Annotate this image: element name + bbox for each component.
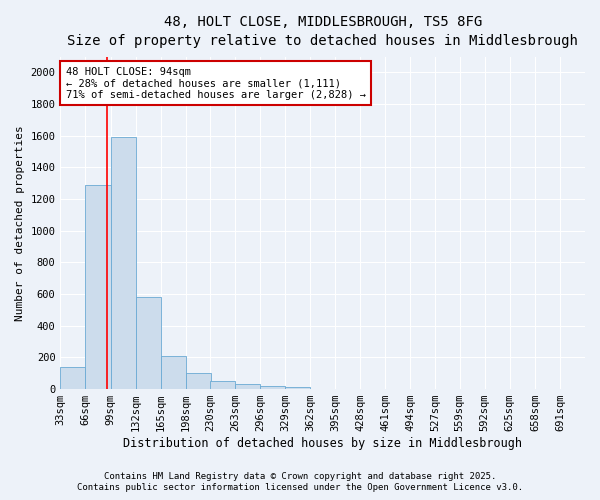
Bar — [260, 386, 285, 389]
Bar — [285, 386, 310, 389]
Bar — [185, 374, 211, 389]
Text: 48 HOLT CLOSE: 94sqm
← 28% of detached houses are smaller (1,111)
71% of semi-de: 48 HOLT CLOSE: 94sqm ← 28% of detached h… — [65, 66, 365, 100]
Bar — [61, 367, 85, 389]
Bar — [235, 384, 260, 389]
Bar — [85, 185, 110, 389]
Text: Contains HM Land Registry data © Crown copyright and database right 2025.
Contai: Contains HM Land Registry data © Crown c… — [77, 472, 523, 492]
Title: 48, HOLT CLOSE, MIDDLESBROUGH, TS5 8FG
Size of property relative to detached hou: 48, HOLT CLOSE, MIDDLESBROUGH, TS5 8FG S… — [67, 15, 578, 48]
Bar — [136, 298, 161, 389]
Y-axis label: Number of detached properties: Number of detached properties — [15, 125, 25, 320]
Bar — [161, 356, 185, 389]
X-axis label: Distribution of detached houses by size in Middlesbrough: Distribution of detached houses by size … — [123, 437, 522, 450]
Bar — [210, 381, 235, 389]
Bar — [110, 138, 136, 389]
